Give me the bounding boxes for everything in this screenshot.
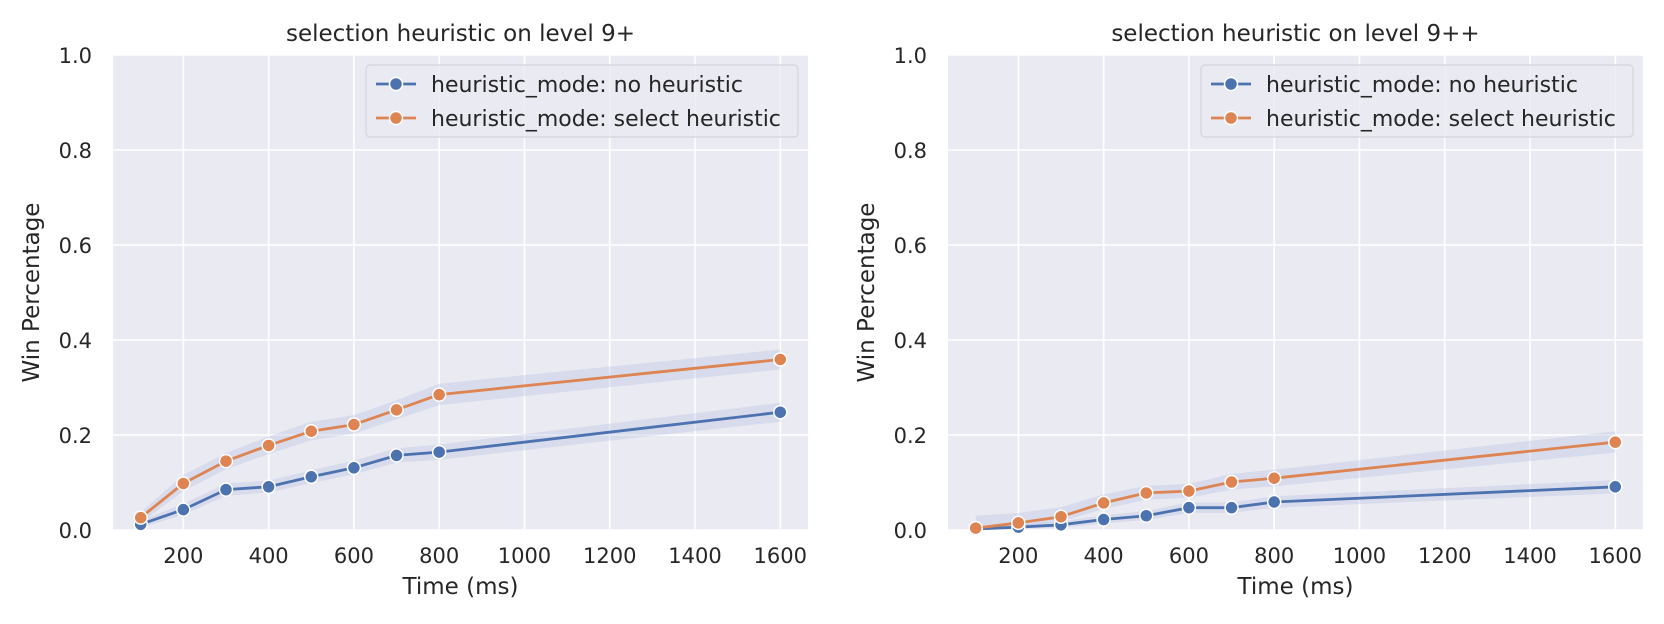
y-tick-label: 0.8 (59, 139, 92, 163)
legend-label-select-heuristic: heuristic_mode: select heuristic (431, 107, 781, 132)
x-tick-label: 1200 (1418, 544, 1471, 568)
x-tick-label: 1000 (498, 544, 551, 568)
chart-panel-2: 200 400 600 800 1000 1200 1400 1600 0.0 0.2 0.4 0.6… (854, 21, 1643, 600)
data-point-select-heuristic (431, 387, 447, 402)
y-axis-label: Win Percentage (19, 203, 45, 383)
legend-marker-select-heuristic (1223, 110, 1239, 126)
data-point-no-heuristic (1139, 508, 1154, 523)
y-tick-label: 0.2 (59, 424, 92, 448)
data-point-no-heuristic (1181, 500, 1197, 515)
legend: heuristic_mode: no heuristic heuristic_mo… (365, 64, 799, 138)
data-point-select-heuristic (304, 423, 319, 439)
x-tick-label: 400 (1084, 544, 1124, 568)
data-point-select-heuristic (1139, 485, 1154, 501)
legend-frame (1200, 64, 1634, 138)
data-point-select-heuristic (1224, 474, 1239, 490)
legend-label-select-heuristic: heuristic_mode: select heuristic (1266, 107, 1616, 132)
data-point-select-heuristic (261, 438, 276, 453)
data-point-no-heuristic (261, 479, 276, 495)
data-point-no-heuristic (389, 448, 404, 463)
data-point-no-heuristic (218, 482, 234, 497)
y-tick-label: 0.0 (894, 519, 927, 543)
y-tick-label: 0.4 (59, 329, 92, 353)
x-tick-label: 200 (998, 544, 1038, 568)
y-tick-label: 1.0 (59, 44, 92, 68)
x-tick-label: 1400 (1503, 544, 1556, 568)
chart-title: selection heuristic on level 9++ (1111, 21, 1479, 47)
x-axis-label: Time (ms) (402, 574, 519, 600)
data-point-no-heuristic (304, 469, 319, 485)
x-tick-label: 1400 (668, 544, 721, 568)
y-tick-label: 0.8 (894, 139, 927, 163)
data-point-no-heuristic (1096, 512, 1111, 527)
confidence-band-select-heuristic (975, 431, 1616, 530)
data-point-no-heuristic (1608, 479, 1623, 495)
x-tick-label: 1600 (1589, 544, 1642, 568)
x-tick-label: 1600 (754, 544, 807, 568)
x-tick-label: 1000 (1333, 544, 1386, 568)
x-tick-label: 400 (249, 544, 289, 568)
legend: heuristic_mode: no heuristic heuristic_mo… (1200, 64, 1634, 138)
legend-marker-select-heuristic (388, 110, 404, 126)
data-point-select-heuristic (218, 453, 234, 469)
data-point-no-heuristic (346, 460, 362, 476)
data-point-select-heuristic (1053, 509, 1069, 524)
x-tick-label: 800 (1254, 544, 1294, 568)
legend-frame (365, 64, 799, 138)
y-tick-label: 0.6 (59, 234, 92, 258)
data-point-select-heuristic (1096, 495, 1111, 511)
x-tick-label: 200 (163, 544, 203, 568)
x-tick-label: 600 (1169, 544, 1209, 568)
data-point-select-heuristic (1608, 434, 1623, 450)
data-point-no-heuristic (1266, 494, 1282, 510)
y-tick-label: 0.4 (894, 329, 927, 353)
y-axis-label: Win Percentage (854, 203, 880, 383)
chart-panel-1: 200 400 600 800 1000 1200 1400 1600 0.0 0.2 0.4 0.6… (19, 21, 808, 600)
x-tick-label: 800 (419, 544, 459, 568)
chart-title: selection heuristic on level 9+ (286, 21, 635, 47)
legend-label-no-heuristic: heuristic_mode: no heuristic (1266, 73, 1578, 98)
data-point-select-heuristic (176, 476, 191, 491)
data-point-select-heuristic (389, 402, 404, 418)
data-point-no-heuristic (1224, 500, 1239, 515)
data-point-no-heuristic (773, 404, 788, 420)
y-tick-label: 0.6 (894, 234, 927, 258)
legend-marker-no-heuristic (1223, 76, 1239, 92)
data-point-select-heuristic (968, 520, 983, 536)
x-tick-label: 1200 (583, 544, 636, 568)
legend-label-no-heuristic: heuristic_mode: no heuristic (431, 73, 743, 98)
y-tick-label: 0.0 (59, 519, 92, 543)
data-point-select-heuristic (1011, 515, 1026, 531)
data-point-select-heuristic (133, 510, 148, 525)
x-axis-label: Time (ms) (1237, 574, 1354, 600)
data-point-no-heuristic (431, 444, 447, 460)
data-point-select-heuristic (1181, 483, 1197, 499)
y-tick-label: 1.0 (894, 44, 927, 68)
data-point-select-heuristic (1266, 470, 1282, 486)
confidence-band-no-heuristic (140, 402, 781, 528)
data-point-select-heuristic (773, 352, 788, 367)
data-point-no-heuristic (176, 502, 191, 517)
data-point-select-heuristic (346, 417, 362, 432)
y-tick-label: 0.2 (894, 424, 927, 448)
x-tick-label: 600 (334, 544, 374, 568)
legend-marker-no-heuristic (388, 76, 404, 92)
